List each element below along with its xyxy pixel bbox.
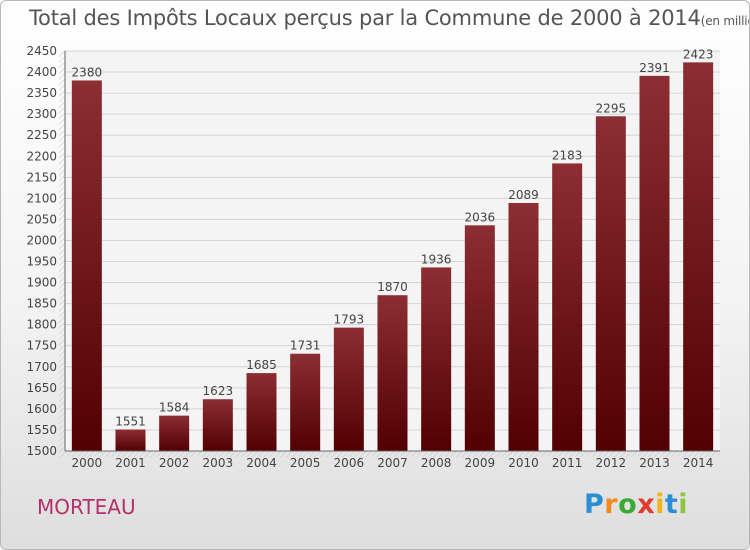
axis-shadow-bottom bbox=[59, 451, 720, 457]
bar-2007 bbox=[377, 295, 408, 451]
data-label: 2423 bbox=[683, 47, 714, 61]
title-main: Total des Impôts Locaux perçus par la Co… bbox=[29, 6, 701, 30]
y-tick-label: 2450 bbox=[26, 44, 57, 58]
bar-2001 bbox=[115, 429, 146, 451]
x-tick-label: 2006 bbox=[334, 456, 365, 470]
x-tick-label: 2001 bbox=[115, 456, 146, 470]
x-tick-label: 2000 bbox=[72, 456, 103, 470]
x-tick-label: 2011 bbox=[552, 456, 583, 470]
bar-2006 bbox=[333, 327, 364, 451]
logo-letter: r bbox=[604, 489, 619, 520]
data-label: 1623 bbox=[203, 384, 234, 398]
y-tick-label: 1700 bbox=[26, 360, 57, 374]
y-tick-label: 1750 bbox=[26, 339, 57, 353]
y-tick-label: 2200 bbox=[26, 149, 57, 163]
y-tick-label: 1500 bbox=[26, 444, 57, 458]
bar-2005 bbox=[290, 353, 321, 451]
y-tick-label: 2000 bbox=[26, 233, 57, 247]
bar-2004 bbox=[246, 373, 277, 451]
x-tick-label: 2009 bbox=[465, 456, 496, 470]
y-tick-label: 2400 bbox=[26, 65, 57, 79]
axis-shadow-left bbox=[59, 51, 65, 457]
bar-2010 bbox=[508, 203, 539, 451]
data-label: 2183 bbox=[552, 148, 583, 162]
y-tick-label: 1650 bbox=[26, 381, 57, 395]
proxiti-logo: Proxiti bbox=[584, 489, 688, 520]
y-tick-label: 1950 bbox=[26, 255, 57, 269]
bar-2011 bbox=[552, 163, 583, 451]
x-tick-label: 2010 bbox=[508, 456, 539, 470]
y-tick-label: 2350 bbox=[26, 86, 57, 100]
data-label: 2380 bbox=[72, 65, 103, 79]
x-tick-label: 2002 bbox=[159, 456, 190, 470]
logo-letter: i bbox=[655, 489, 665, 520]
y-tick-label: 2050 bbox=[26, 212, 57, 226]
y-tick-label: 1800 bbox=[26, 318, 57, 332]
data-label: 2391 bbox=[639, 61, 670, 75]
title-unit: (en milliers d'€) bbox=[700, 14, 749, 28]
data-label: 1793 bbox=[334, 313, 365, 327]
y-tick-label: 2300 bbox=[26, 107, 57, 121]
data-label: 1731 bbox=[290, 339, 321, 353]
bar-2014 bbox=[683, 62, 714, 452]
x-tick-label: 2014 bbox=[683, 456, 714, 470]
y-tick-label: 1550 bbox=[26, 423, 57, 437]
logo-letter: t bbox=[664, 489, 679, 520]
bar-2013 bbox=[639, 75, 670, 451]
x-tick-label: 2005 bbox=[290, 456, 321, 470]
data-label: 1936 bbox=[421, 252, 452, 266]
bar-2000 bbox=[71, 80, 102, 451]
logo-letter: o bbox=[618, 489, 638, 520]
data-label: 1584 bbox=[159, 401, 190, 415]
x-tick-label: 2007 bbox=[377, 456, 408, 470]
data-label: 2036 bbox=[465, 210, 496, 224]
bar-2003 bbox=[202, 399, 233, 451]
bar-2002 bbox=[159, 415, 190, 451]
data-label: 1551 bbox=[115, 415, 146, 429]
y-tick-label: 1900 bbox=[26, 276, 57, 290]
y-tick-label: 2100 bbox=[26, 191, 57, 205]
data-label: 2295 bbox=[596, 101, 627, 115]
x-tick-label: 2008 bbox=[421, 456, 452, 470]
x-tick-label: 2013 bbox=[639, 456, 670, 470]
bar-2008 bbox=[421, 267, 452, 451]
chart-title: Total des Impôts Locaux perçus par la Co… bbox=[29, 6, 749, 30]
y-tick-label: 1600 bbox=[26, 402, 57, 416]
data-label: 1870 bbox=[377, 280, 408, 294]
x-tick-label: 2012 bbox=[596, 456, 627, 470]
logo-letter: i bbox=[678, 489, 689, 520]
data-label: 1685 bbox=[246, 358, 277, 372]
y-tick-label: 1850 bbox=[26, 297, 57, 311]
logo-letter: x bbox=[637, 489, 656, 520]
y-tick-label: 2250 bbox=[26, 128, 57, 142]
y-tick-label: 2150 bbox=[26, 170, 57, 184]
data-label: 2089 bbox=[508, 188, 539, 202]
x-tick-label: 2004 bbox=[246, 456, 277, 470]
commune-name: MORTEAU bbox=[37, 495, 136, 519]
bar-2009 bbox=[464, 225, 495, 451]
x-tick-label: 2003 bbox=[203, 456, 234, 470]
logo-letter: P bbox=[584, 489, 605, 520]
bar-2012 bbox=[595, 116, 626, 452]
